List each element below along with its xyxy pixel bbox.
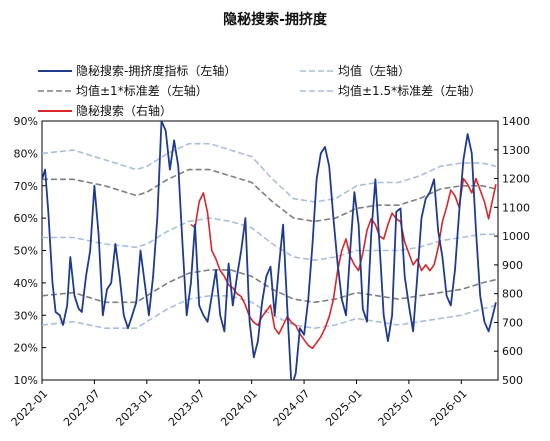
y-left-tick-label: 60% xyxy=(14,212,38,225)
y-right-tick-label: 500 xyxy=(502,374,523,387)
y-left-tick-label: 20% xyxy=(14,342,38,355)
legend-entry-search: 隐秘搜索（右轴） xyxy=(38,103,172,118)
legend-label-search: 隐秘搜索（右轴） xyxy=(76,103,172,118)
y-left-tick-label: 50% xyxy=(14,245,38,258)
y-right-tick-label: 1000 xyxy=(502,230,530,243)
legend-label-band1: 均值±1*标准差（左轴） xyxy=(76,83,208,98)
x-tick-label: 2024-01 xyxy=(218,387,260,429)
series-search xyxy=(190,177,497,350)
legend-entry-mean: 均值（左轴） xyxy=(300,63,410,78)
series-band15-upper xyxy=(42,142,497,203)
chart-title: 隐秘搜索-拥挤度 xyxy=(223,11,328,28)
x-tick-label: 2022-01 xyxy=(9,387,51,429)
x-tick-label: 2025-07 xyxy=(376,387,418,429)
y-left-tick-label: 30% xyxy=(14,309,38,322)
x-tick-label: 2023-01 xyxy=(113,387,155,429)
series-band15-lower xyxy=(42,294,497,330)
y-right-tick-label: 1300 xyxy=(502,144,530,157)
y-left-tick-label: 40% xyxy=(14,277,38,290)
x-tick-label: 2024-07 xyxy=(271,387,313,429)
y-left-tick-label: 70% xyxy=(14,180,38,193)
legend: 隐秘搜索-拥挤度指标（左轴） 均值（左轴） 均值±1*标准差（左轴） 均值±1.… xyxy=(38,63,481,118)
y-right-tick-label: 800 xyxy=(502,288,523,301)
x-tick-label: 2023-07 xyxy=(166,387,208,429)
y-left-tick-label: 90% xyxy=(14,115,38,128)
y-left-tick-label: 10% xyxy=(14,374,38,387)
y-right-tick-label: 1100 xyxy=(502,201,530,214)
y-right-tick-label: 1400 xyxy=(502,115,530,128)
y-left-tick-label: 80% xyxy=(14,147,38,160)
legend-entry-band15: 均值±1.5*标准差（左轴） xyxy=(300,83,481,98)
series-group xyxy=(42,121,497,380)
y-right-tick-label: 900 xyxy=(502,259,523,272)
series-mean xyxy=(42,217,496,262)
legend-label-band15: 均值±1.5*标准差（左轴） xyxy=(338,83,481,98)
series-crowding xyxy=(42,121,497,380)
legend-entry-band1: 均值±1*标准差（左轴） xyxy=(38,83,208,98)
plot-frame xyxy=(41,120,499,381)
y-right-tick-label: 1200 xyxy=(502,173,530,186)
plot-area: 10% 20% 30% 40% 50% 60% 70% 80% 90% 500 600 700 800 9… xyxy=(9,115,530,429)
legend-entry-crowding: 隐秘搜索-拥挤度指标（左轴） xyxy=(38,63,236,78)
x-tick-label: 2022-07 xyxy=(61,387,103,429)
legend-label-mean: 均值（左轴） xyxy=(338,63,410,78)
series-band1-lower xyxy=(42,269,497,304)
legend-label-crowding: 隐秘搜索-拥挤度指标（左轴） xyxy=(76,63,236,78)
x-tick-label: 2026-01 xyxy=(428,387,470,429)
x-tick-label: 2025-01 xyxy=(323,387,365,429)
y-right-tick-label: 600 xyxy=(502,345,523,358)
y-right-tick-label: 700 xyxy=(502,316,523,329)
